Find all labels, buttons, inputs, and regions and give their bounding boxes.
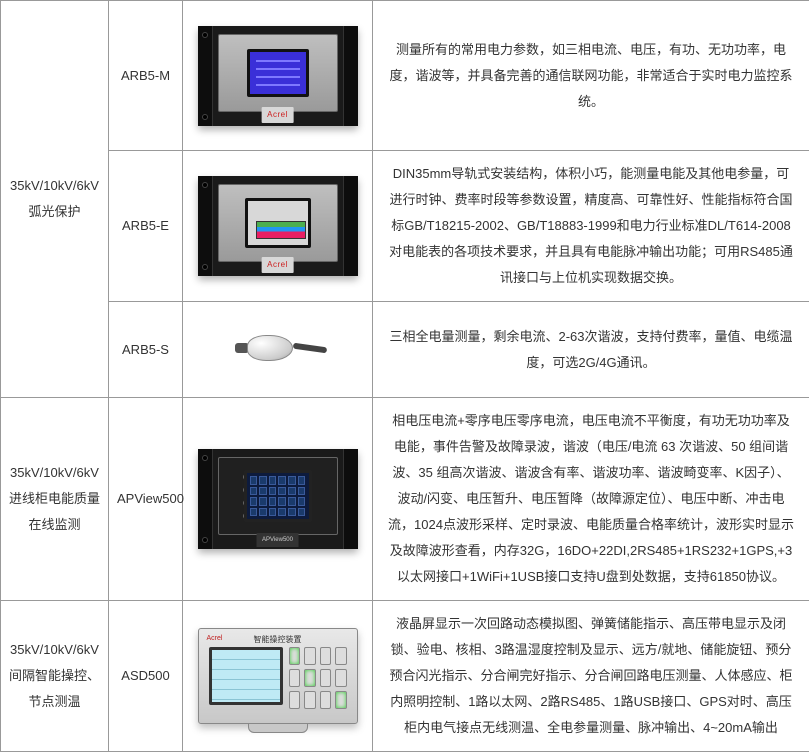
- image-cell: [183, 302, 373, 398]
- description-cell: 测量所有的常用电力参数，如三相电流、电压，有功、无功功率，电度，谐波等，并具备完…: [373, 1, 809, 151]
- panel-title: 智能操控装置: [254, 632, 302, 648]
- category-cell: 35kV/10kV/6kV弧光保护: [1, 1, 109, 398]
- image-cell: Acrel: [183, 1, 373, 151]
- model-cell: ARB5-E: [109, 151, 183, 302]
- brand-label: APView500: [256, 533, 299, 547]
- brand-label: Acrel: [261, 107, 294, 123]
- image-cell: Acrel: [183, 151, 373, 302]
- description-cell: 液晶屏显示一次回路动态模拟图、弹簧储能指示、高压带电显示及闭锁、验电、核相、3路…: [373, 601, 809, 752]
- model-cell: ARB5-S: [109, 302, 183, 398]
- product-image-apview500: APView500: [193, 429, 363, 569]
- brand-label: Acrel: [261, 257, 294, 273]
- product-image-asd500: Acrel 智能操控装置: [193, 606, 363, 746]
- model-cell: ARB5-M: [109, 1, 183, 151]
- product-image-arb5e: Acrel: [193, 156, 363, 296]
- image-cell: Acrel 智能操控装置: [183, 601, 373, 752]
- brand-label: Acrel: [207, 632, 223, 646]
- product-table: 35kV/10kV/6kV弧光保护 ARB5-M Acrel 测量所有的常用电力…: [0, 0, 809, 752]
- table-row: 35kV/10kV/6kV间隔智能操控、节点测温 ASD500 Acrel 智能…: [1, 601, 809, 752]
- description-cell: DIN35mm导轨式安装结构，体积小巧，能测量电能及其他电参量，可进行时钟、费率…: [373, 151, 809, 302]
- category-cell: 35kV/10kV/6kV间隔智能操控、节点测温: [1, 601, 109, 752]
- description-cell: 三相全电量测量，剩余电流、2-63次谐波，支持付费率，量值、电缆温度，可选2G/…: [373, 302, 809, 398]
- table-row: 35kV/10kV/6kV弧光保护 ARB5-M Acrel 测量所有的常用电力…: [1, 1, 809, 151]
- table-row: ARB5-E Acrel DIN35mm导轨式安装: [1, 151, 809, 302]
- model-cell: APView500: [109, 398, 183, 601]
- model-cell: ASD500: [109, 601, 183, 752]
- product-image-arb5s: [193, 315, 363, 385]
- image-cell: APView500: [183, 398, 373, 601]
- table-row: ARB5-S 三相全电量测量，剩余电流、2-63次谐波，支持付费率，量值、电缆温…: [1, 302, 809, 398]
- category-cell: 35kV/10kV/6kV进线柜电能质量在线监测: [1, 398, 109, 601]
- product-image-arb5m: Acrel: [193, 6, 363, 146]
- description-cell: 相电压电流+零序电压零序电流，电压电流不平衡度，有功无功功率及电能，事件告警及故…: [373, 398, 809, 601]
- table-row: 35kV/10kV/6kV进线柜电能质量在线监测 APView500: [1, 398, 809, 601]
